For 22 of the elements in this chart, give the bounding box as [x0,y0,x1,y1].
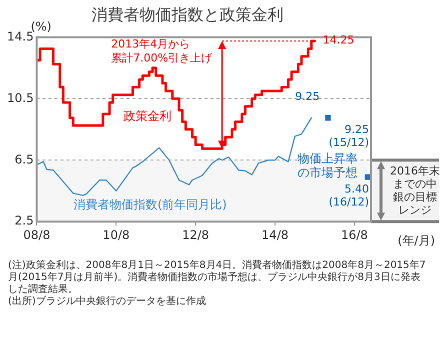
data-label: 9.25 (15/12) [328,123,369,150]
data-label: 5.40 (16/12) [328,182,369,208]
x-tick-label: 08/8 [23,228,50,242]
x-tick-label: 14/8 [262,228,288,242]
band-label: 2016年末までの中銀の目標レンジ [390,164,440,216]
series-label: 政策金利 [124,109,172,124]
y-tick-label: 2.5 [14,214,34,228]
text: (注)政策金利は、2008年8月1日～2015年8月4日。消費者物価指数は2008年8月～2015年7月(2015年7月は月前半)。消費者物価指数の市場予想は、ブラジル中央銀行が8月3日に発表した調査結果。 [8,260,427,296]
chart-title: 消費者物価指数と政策金利 [92,4,284,24]
y-tick-label: 6.5 [14,152,34,166]
text: (出所)ブラジル中央銀行のデータを基に作成 [8,296,207,308]
x-axis-title: (年/月) [398,234,435,248]
annotation: 9.25 [295,90,320,104]
annotation: 14.25 [322,33,354,46]
y-tick-label: 10.5 [7,90,34,105]
y-axis-title: (%) [30,19,52,34]
series-label: 消費者物価指数(前年同月比) [73,198,227,212]
x-tick-label: 12/8 [182,228,210,242]
x-tick-label: 16/8 [340,228,368,242]
annotation: 2013年4月から累計7.00%引き上げ [111,37,214,64]
x-tick-label: 10/8 [102,228,130,242]
series-label: 物価上昇率の市場予想 [297,151,358,180]
